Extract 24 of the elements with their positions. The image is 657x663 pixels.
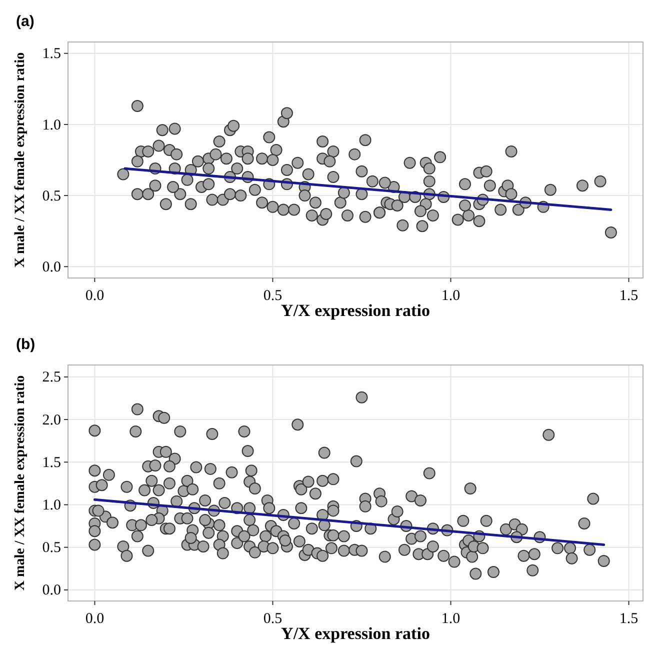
- x-tick-label: 1.5: [619, 288, 638, 304]
- x-tick-label: 0.0: [85, 288, 104, 304]
- y-tick-label: 1.5: [42, 454, 61, 471]
- x-tick-label: 1.0: [441, 288, 460, 304]
- y-tick-label: 0.5: [42, 188, 61, 204]
- x-tick-label: 0.5: [263, 288, 282, 304]
- x-tick-label: 0.0: [85, 611, 104, 627]
- chart-title: (b): [16, 336, 36, 353]
- y-tick-label: 2.0: [42, 412, 61, 428]
- x-tick-label: 1.5: [619, 611, 638, 627]
- chart-title: (a): [16, 13, 34, 30]
- x-axis-title: Y/X expression ratio: [281, 301, 430, 320]
- y-axis-title: X male / XX female expression ratio: [13, 52, 28, 268]
- y-tick-label: 0.0: [42, 582, 61, 599]
- x-axis-title: Y/X expression ratio: [281, 624, 430, 643]
- x-tick-label: 1.0: [441, 611, 460, 627]
- y-tick-label: 2.5: [42, 370, 61, 386]
- y-axis-title: X male / XX female expression ratio: [13, 375, 28, 591]
- y-tick-label: 0.0: [42, 259, 61, 276]
- y-tick-label: 1.0: [42, 498, 61, 514]
- y-tick-label: 0.5: [42, 540, 61, 556]
- y-tick-label: 1.0: [42, 117, 61, 134]
- x-tick-label: 0.5: [263, 611, 282, 627]
- y-tick-label: 1.5: [42, 46, 61, 62]
